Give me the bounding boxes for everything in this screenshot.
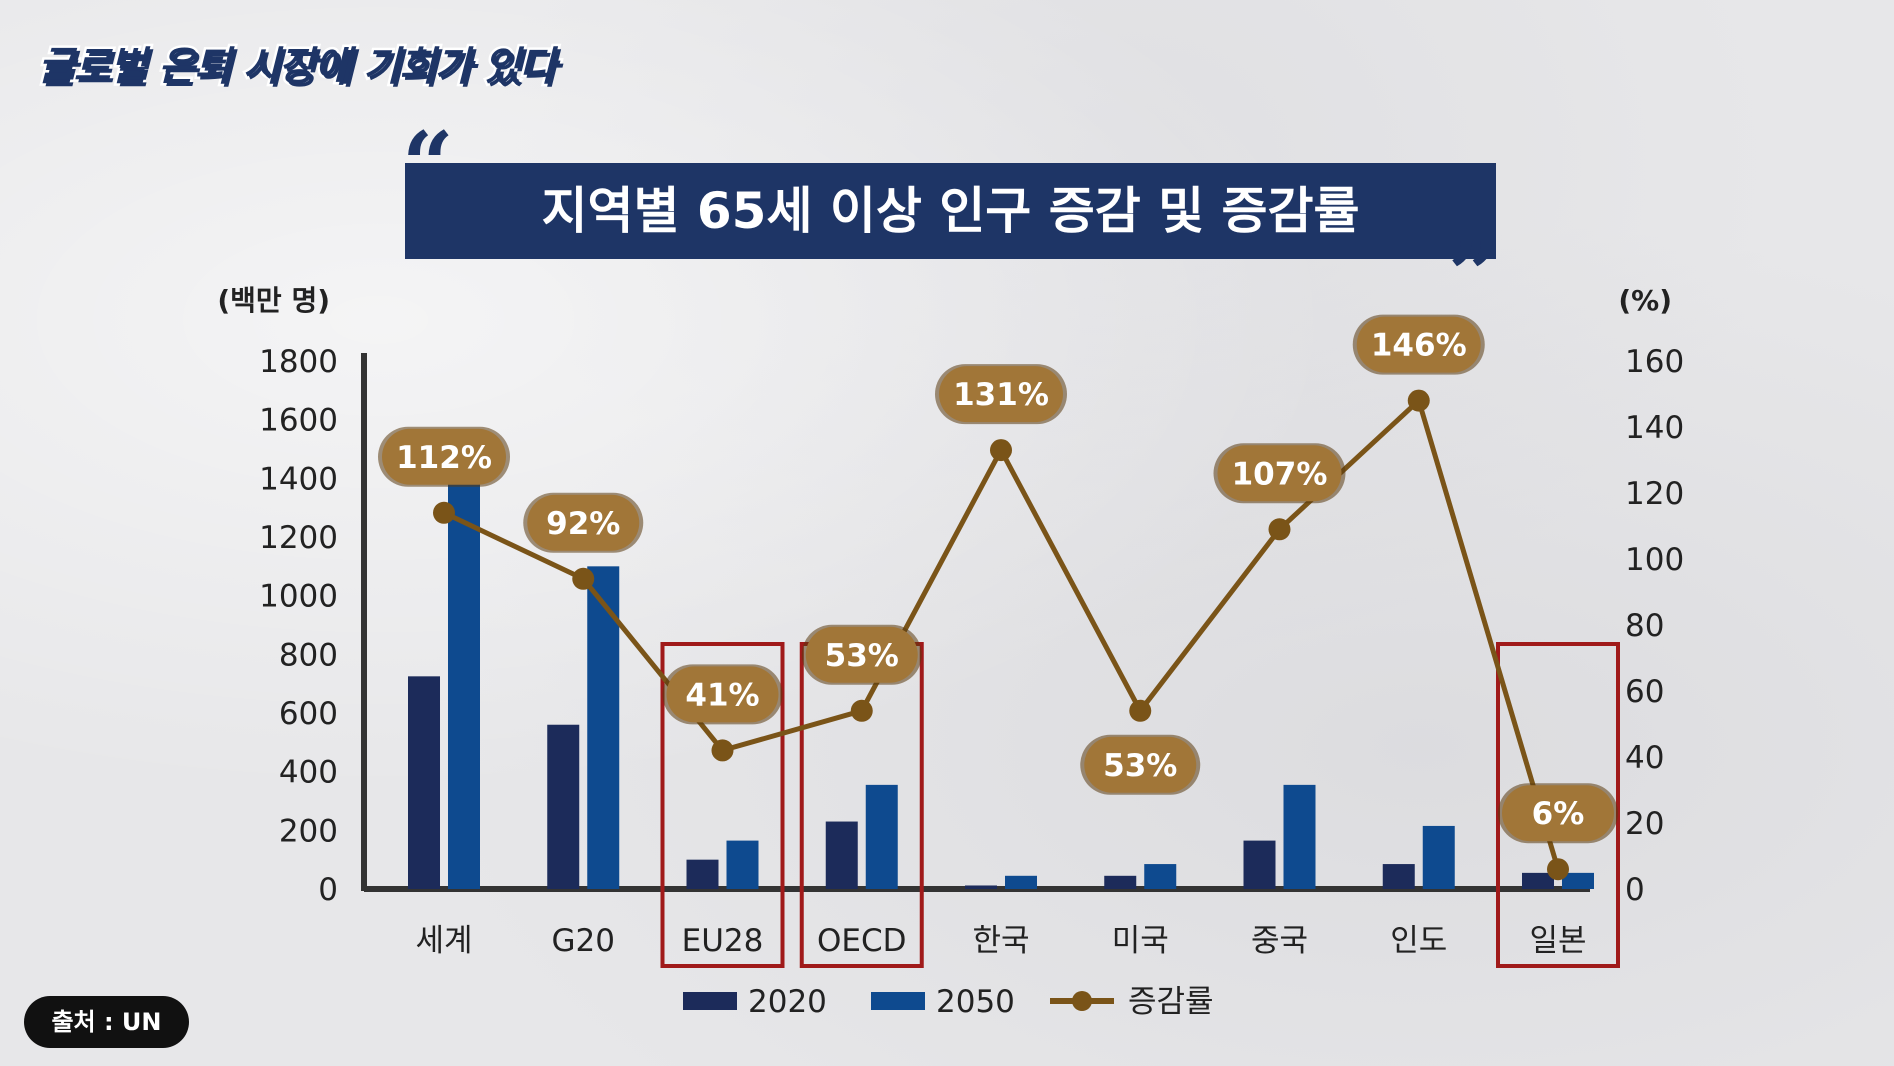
rate-bubble [527,494,640,551]
rate-bubble [1356,316,1481,373]
rate-bubble [382,428,506,485]
y-axis-label: (백만 명) [217,284,330,317]
rate-data-label: 53% [825,638,899,674]
rate-data-label: 131% [953,377,1049,413]
rate-point [711,739,734,762]
x-tick-label: 미국 [1112,923,1169,959]
legend-swatch-2020 [683,992,737,1010]
rate-point [850,699,873,722]
rate-data-label: 146% [1371,328,1467,364]
rate-point [433,501,455,524]
rate-point [990,439,1012,462]
legend-swatch-2050 [871,992,925,1010]
y2-tick-label: 0 [1625,872,1645,908]
rate-point [1129,699,1152,722]
x-tick-label: 인도 [1390,923,1447,959]
highlight-box [1496,642,1620,968]
rate-bubble [1084,736,1197,793]
y-tick-label: 1000 [259,579,338,615]
bar-2050 [1422,825,1455,889]
bar-2020 [1522,872,1554,889]
bar-2050 [1283,784,1316,889]
rate-bubble [939,366,1063,423]
highlight-box [660,642,785,968]
legend-label-rate: 증감률 [1128,984,1214,1020]
page-title: 글로벌 은퇴 시장에 기회가 있다 [35,42,558,93]
rate-data-label: 112% [396,440,492,476]
rate-bubble [805,626,918,683]
y2-tick-label: 160 [1625,344,1684,380]
y-tick-label: 1800 [259,344,338,380]
y-tick-label: 0 [318,872,338,908]
rate-point [1268,518,1291,541]
legend-label-2050: 2050 [936,984,1015,1020]
bar-2020 [965,885,997,889]
y2-tick-label: 20 [1625,806,1664,842]
rate-bubble [666,666,779,723]
x-tick-label: OECD [817,923,907,959]
y-tick-label: 1400 [259,461,338,497]
y-tick-label: 200 [279,813,338,849]
chart-title: 지역별 65세 이상 인구 증감 및 증감률 [541,182,1360,240]
y2-tick-label: 120 [1625,476,1684,512]
rate-point [572,567,595,590]
bar-2020 [1243,840,1276,889]
rate-data-label: 92% [546,506,620,542]
rate-bubble [1217,445,1342,502]
chart-title-banner: 지역별 65세 이상 인구 증감 및 증감률 [405,163,1496,259]
y-tick-label: 1600 [259,403,338,439]
rate-data-label: 107% [1232,456,1328,492]
bar-2020 [1382,864,1415,889]
source-badge: 출처 : UN [24,996,189,1048]
rate-point [1547,858,1569,881]
bar-2050 [726,840,759,889]
bar-2050 [1144,864,1177,889]
bar-2050 [865,784,898,889]
bar-2020 [825,821,858,889]
y2-tick-label: 40 [1625,740,1664,776]
bar-2050 [1005,875,1037,889]
x-tick-label: EU28 [682,923,764,959]
x-tick-label: G20 [552,923,615,959]
rate-point [1407,389,1430,412]
y-tick-label: 800 [279,637,338,673]
y-tick-label: 1200 [259,520,338,556]
close-quote-icon: ” [1448,222,1500,328]
open-quote-icon: “ [402,112,454,218]
x-tick-label: 세계 [415,923,472,959]
y2-tick-label: 100 [1625,542,1684,578]
bar-2020 [686,859,719,889]
rate-data-label: 6% [1532,796,1585,832]
legend-label-2020: 2020 [748,984,827,1020]
highlight-box [799,642,924,968]
bar-2050 [448,434,480,889]
rate-data-label: 41% [685,677,759,713]
bar-2020 [547,724,580,889]
y2-tick-label: 80 [1625,608,1664,644]
rate-data-label: 53% [1103,748,1177,784]
bar-2020 [1104,875,1137,889]
bar-2050 [1562,872,1594,889]
legend-marker-rate [1072,991,1092,1011]
y2-tick-label: 60 [1625,674,1664,710]
rate-bubble [1502,785,1614,842]
y-tick-label: 400 [279,755,338,791]
y-tick-label: 600 [279,696,338,732]
x-tick-label: 한국 [972,923,1029,959]
bar-2020 [408,676,440,889]
x-tick-label: 중국 [1251,923,1308,959]
y2-axis-label: (%) [1618,284,1672,317]
y2-tick-label: 140 [1625,410,1684,446]
x-tick-label: 일본 [1529,923,1586,959]
